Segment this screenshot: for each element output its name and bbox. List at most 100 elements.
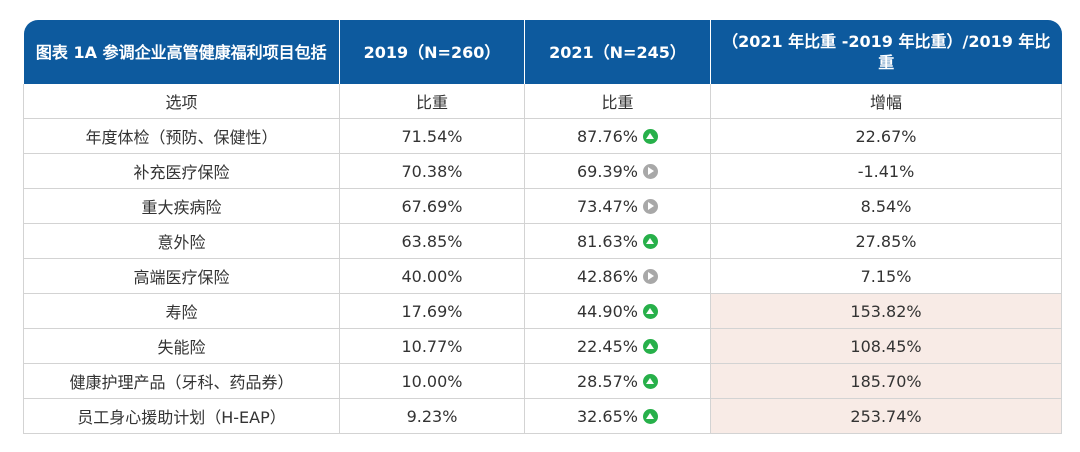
growth-cell: 253.74% xyxy=(710,398,1062,434)
growth-cell: -1.41% xyxy=(710,153,1062,189)
subheader-2021: 比重 xyxy=(524,84,711,119)
trend-up-icon xyxy=(643,374,658,389)
value-2021-text: 81.63% xyxy=(576,232,638,251)
value-2021-cell: 44.90% xyxy=(524,293,711,329)
item-text: 高端医疗保险 xyxy=(133,268,230,287)
table-row: 高端医疗保险 40.00% 42.86% 7.15% xyxy=(23,258,1062,294)
growth-cell: 7.15% xyxy=(710,258,1062,294)
table-row: 健康护理产品（牙科、药品券） 10.00% 28.57% 185.70% xyxy=(23,363,1062,399)
growth-cell: 185.70% xyxy=(710,363,1062,399)
value-2019-text: 71.54% xyxy=(401,127,463,146)
value-2019-text: 40.00% xyxy=(401,267,463,286)
header-2021: 2021（N=245） xyxy=(524,20,711,84)
value-2021-cell: 22.45% xyxy=(524,328,711,364)
growth-text: 7.15% xyxy=(860,267,912,286)
value-2019-text: 9.23% xyxy=(406,407,458,426)
item-text: 重大疾病险 xyxy=(141,198,222,217)
value-2021-cell: 73.47% xyxy=(524,188,711,224)
growth-text: -1.41% xyxy=(857,162,915,181)
value-2021-cell: 32.65% xyxy=(524,398,711,434)
value-2019-cell: 71.54% xyxy=(339,118,525,154)
item-text: 年度体检（预防、保健性） xyxy=(85,128,278,147)
table-row: 年度体检（预防、保健性） 71.54% 87.76% 22.67% xyxy=(23,118,1062,154)
growth-text: 185.70% xyxy=(850,372,922,391)
item-text: 寿险 xyxy=(165,303,198,322)
value-2021-text: 32.65% xyxy=(576,407,638,426)
table-row: 重大疾病险 67.69% 73.47% 8.54% xyxy=(23,188,1062,224)
trend-up-icon xyxy=(643,304,658,319)
value-2019-cell: 10.77% xyxy=(339,328,525,364)
item-cell: 高端医疗保险 xyxy=(23,258,340,294)
value-2019-cell: 67.69% xyxy=(339,188,525,224)
growth-cell: 153.82% xyxy=(710,293,1062,329)
item-text: 员工身心援助计划（H-EAP） xyxy=(77,408,286,427)
value-2019-cell: 70.38% xyxy=(339,153,525,189)
value-2021-cell: 69.39% xyxy=(524,153,711,189)
header-2019: 2019（N=260） xyxy=(339,20,525,84)
item-text: 补充医疗保险 xyxy=(133,163,230,182)
item-cell: 健康护理产品（牙科、药品券） xyxy=(23,363,340,399)
benefits-table-container: 图表 1A 参调企业高管健康福利项目包括 2019（N=260） 2021（N=… xyxy=(23,20,1062,434)
growth-text: 108.45% xyxy=(850,337,922,356)
item-cell: 意外险 xyxy=(23,223,340,259)
subheader-item: 选项 xyxy=(23,84,340,119)
item-text: 意外险 xyxy=(157,233,206,252)
value-2021-text: 73.47% xyxy=(576,197,638,216)
value-2021-text: 28.57% xyxy=(576,372,638,391)
value-2021-text: 69.39% xyxy=(576,162,638,181)
item-cell: 寿险 xyxy=(23,293,340,329)
value-2019-text: 63.85% xyxy=(401,232,463,251)
value-2021-cell: 28.57% xyxy=(524,363,711,399)
growth-text: 27.85% xyxy=(855,232,917,251)
item-cell: 补充医疗保险 xyxy=(23,153,340,189)
value-2019-cell: 63.85% xyxy=(339,223,525,259)
item-text: 健康护理产品（牙科、药品券） xyxy=(69,373,294,392)
growth-text: 253.74% xyxy=(850,407,922,426)
header-growth: （2021 年比重 -2019 年比重）/2019 年比重 xyxy=(710,20,1062,84)
value-2019-cell: 10.00% xyxy=(339,363,525,399)
header-title: 图表 1A 参调企业高管健康福利项目包括 xyxy=(23,20,340,84)
value-2021-text: 44.90% xyxy=(576,302,638,321)
value-2021-text: 22.45% xyxy=(576,337,638,356)
trend-up-icon xyxy=(643,409,658,424)
trend-up-icon xyxy=(643,339,658,354)
item-cell: 失能险 xyxy=(23,328,340,364)
value-2019-text: 10.77% xyxy=(401,337,463,356)
table-row: 员工身心援助计划（H-EAP） 9.23% 32.65% 253.74% xyxy=(23,398,1062,434)
value-2019-text: 67.69% xyxy=(401,197,463,216)
trend-flat-icon xyxy=(643,269,658,284)
item-cell: 重大疾病险 xyxy=(23,188,340,224)
subheader-growth: 增幅 xyxy=(710,84,1062,119)
table-row: 补充医疗保险 70.38% 69.39% -1.41% xyxy=(23,153,1062,189)
growth-cell: 8.54% xyxy=(710,188,1062,224)
growth-cell: 22.67% xyxy=(710,118,1062,154)
item-cell: 员工身心援助计划（H-EAP） xyxy=(23,398,340,434)
trend-up-icon xyxy=(643,129,658,144)
value-2019-cell: 40.00% xyxy=(339,258,525,294)
trend-flat-icon xyxy=(643,199,658,214)
value-2019-text: 70.38% xyxy=(401,162,463,181)
value-2019-text: 10.00% xyxy=(401,372,463,391)
item-text: 失能险 xyxy=(157,338,206,357)
value-2021-cell: 87.76% xyxy=(524,118,711,154)
value-2019-cell: 9.23% xyxy=(339,398,525,434)
benefits-table: 图表 1A 参调企业高管健康福利项目包括 2019（N=260） 2021（N=… xyxy=(23,20,1062,434)
growth-text: 8.54% xyxy=(860,197,912,216)
trend-flat-icon xyxy=(643,164,658,179)
growth-text: 22.67% xyxy=(855,127,917,146)
table-row: 失能险 10.77% 22.45% 108.45% xyxy=(23,328,1062,364)
table-row: 寿险 17.69% 44.90% 153.82% xyxy=(23,293,1062,329)
growth-text: 153.82% xyxy=(850,302,922,321)
header-row: 图表 1A 参调企业高管健康福利项目包括 2019（N=260） 2021（N=… xyxy=(23,20,1062,84)
value-2021-text: 87.76% xyxy=(576,127,638,146)
subheader-row: 选项 比重 比重 增幅 xyxy=(23,84,1062,119)
value-2019-text: 17.69% xyxy=(401,302,463,321)
growth-cell: 27.85% xyxy=(710,223,1062,259)
value-2021-cell: 42.86% xyxy=(524,258,711,294)
growth-cell: 108.45% xyxy=(710,328,1062,364)
value-2021-cell: 81.63% xyxy=(524,223,711,259)
trend-up-icon xyxy=(643,234,658,249)
subheader-2019: 比重 xyxy=(339,84,525,119)
value-2021-text: 42.86% xyxy=(576,267,638,286)
item-cell: 年度体检（预防、保健性） xyxy=(23,118,340,154)
